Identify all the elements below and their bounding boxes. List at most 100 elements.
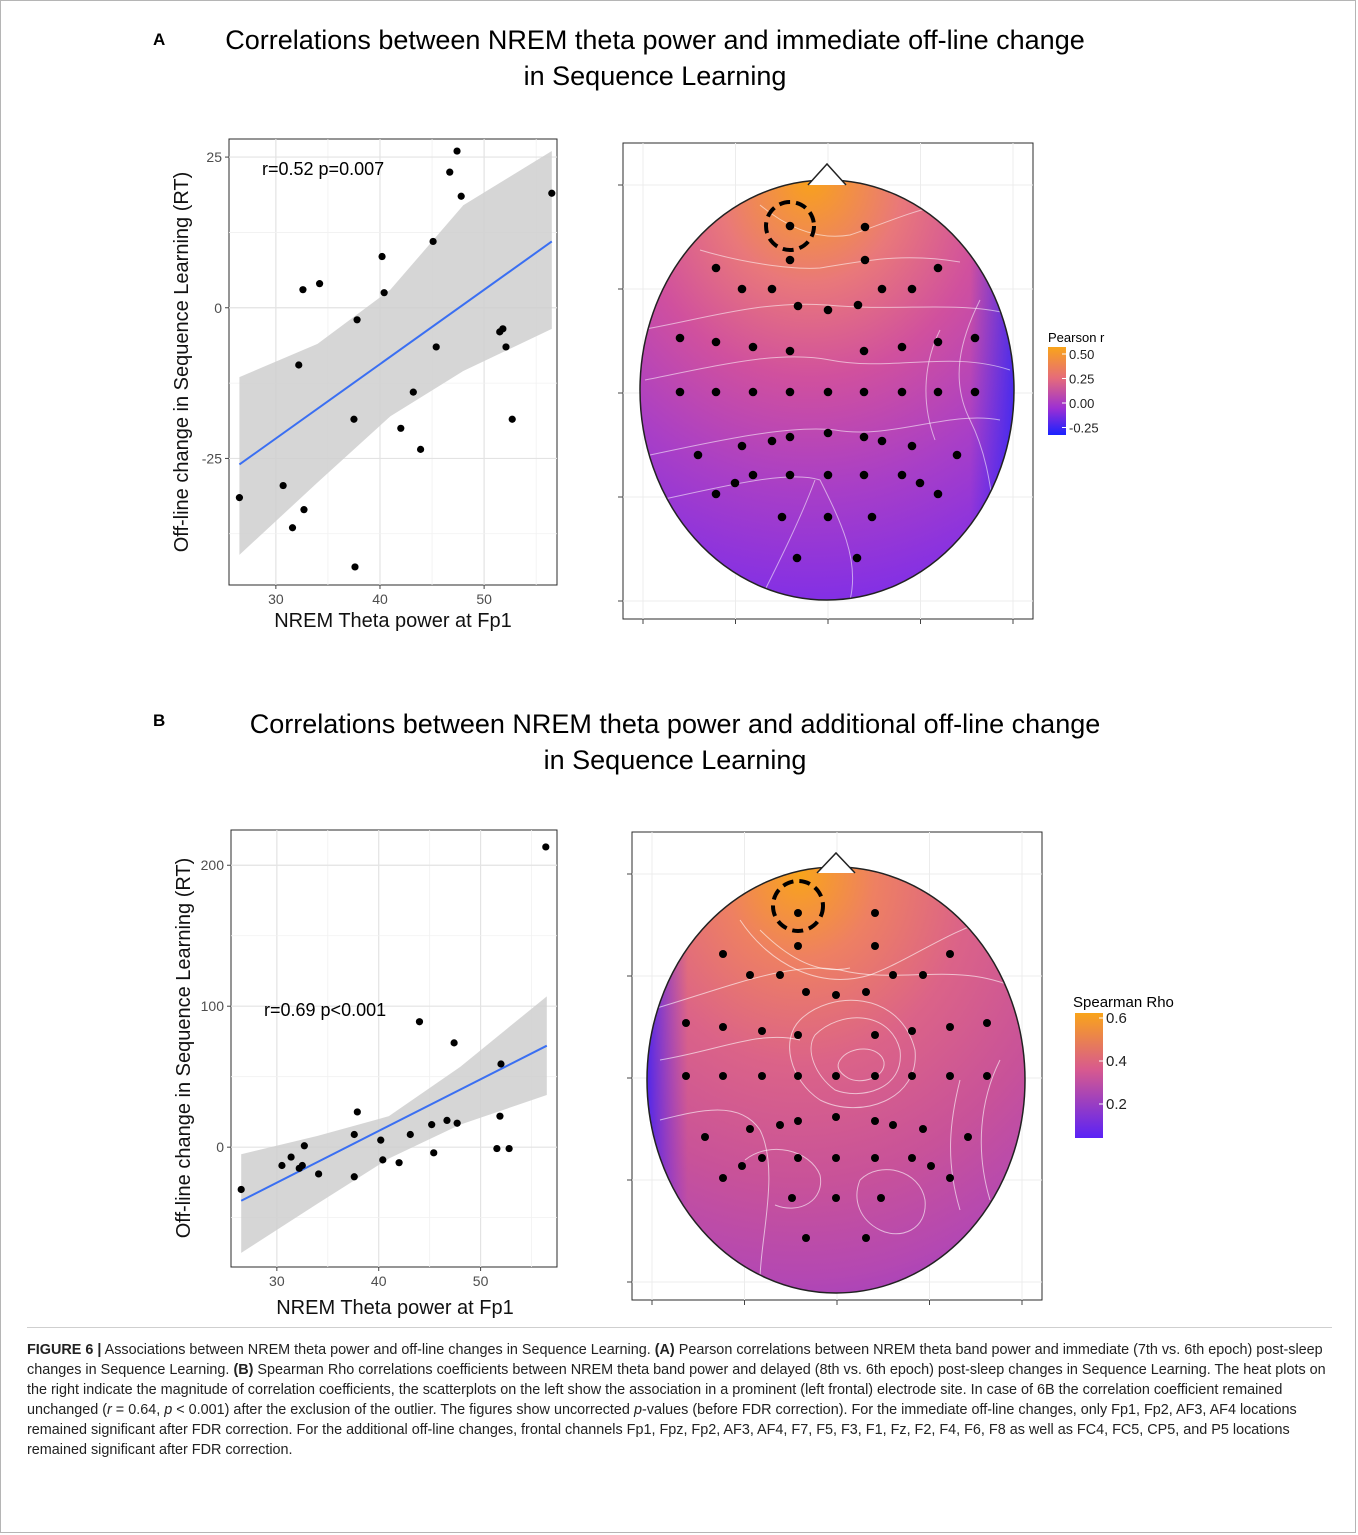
electrode-dot (682, 1072, 690, 1080)
data-point (397, 424, 405, 432)
data-point (497, 1060, 505, 1068)
electrode-dot (946, 1174, 954, 1182)
plot-a-fit-line (238, 240, 553, 466)
electrode-dot (823, 428, 833, 438)
contour-line (739, 919, 991, 980)
electrode-dot (983, 1019, 991, 1027)
data-point (493, 1144, 501, 1153)
electrode-dot (730, 478, 740, 488)
data-point (406, 1130, 414, 1139)
electrode-dot (794, 1072, 802, 1080)
data-point (299, 286, 307, 294)
plot-b-ticks: 30 40 50 0 100 200 (201, 857, 489, 1289)
contour-line (759, 479, 816, 600)
electrode-dot (823, 305, 833, 315)
data-point (432, 343, 440, 351)
contour-line (950, 1079, 961, 1211)
electrode-dot (675, 387, 685, 397)
data-point (395, 1159, 403, 1167)
data-point (379, 1156, 387, 1164)
contour-line (659, 1109, 770, 1281)
electrode-dot (785, 221, 795, 231)
data-point (443, 1116, 451, 1124)
x-tick-label: 50 (476, 591, 492, 607)
electrode-dot (832, 1154, 840, 1162)
caption-p-symbol-2: p (633, 1402, 642, 1418)
electrode-dot (746, 971, 754, 979)
electrode-dot (794, 1117, 802, 1125)
electrode-dot (852, 553, 862, 563)
electrode-dot (860, 222, 870, 232)
data-point (351, 563, 359, 571)
plot-b-stat-annotation: r=0.69 p<0.001 (264, 1000, 386, 1020)
electrode-dot (788, 1194, 796, 1202)
contour-line (856, 1169, 926, 1235)
data-point (499, 325, 507, 333)
caption-text-4: = 0.64, (111, 1402, 165, 1418)
contour-line (659, 476, 854, 600)
colorbar-b-ticks: 0.6 0.4 0.2 (1099, 1010, 1127, 1113)
electrode-dot (832, 1072, 840, 1080)
panel-b-title: Correlations between NREM theta power an… (20, 706, 1330, 778)
colorbar-b-title: Spearman Rho (1073, 994, 1174, 1011)
electrode-dot (919, 1125, 927, 1133)
plot-a-ylabel: Off-line change in Sequence Learning (RT… (171, 172, 193, 553)
electrode-dot (867, 512, 877, 522)
data-point (496, 1112, 504, 1120)
plot-a-stat-annotation: r=0.52 p=0.007 (262, 159, 384, 179)
electrode-dot (907, 284, 917, 294)
electrode-dot (853, 300, 863, 310)
electrode-dot (859, 387, 869, 397)
electrode-dot (897, 470, 907, 480)
data-point (235, 494, 244, 502)
topo-b-electrodes (682, 909, 991, 1242)
electrode-dot (748, 470, 758, 480)
caption-ref-a: (A) (654, 1342, 675, 1358)
electrode-dot (758, 1072, 766, 1080)
colorbar-a-title: Pearson r (1048, 330, 1105, 345)
plot-b-points (237, 843, 550, 1194)
contour-line (759, 204, 931, 237)
electrode-dot (946, 1023, 954, 1031)
electrode-dot (871, 1154, 879, 1162)
electrode-dot (794, 942, 802, 950)
electrode-dot (785, 255, 795, 265)
plot-a-xlabel: NREM Theta power at Fp1 (274, 610, 512, 632)
data-point (380, 289, 388, 297)
x-tick-label: 40 (371, 1273, 387, 1289)
regression-line (240, 1044, 548, 1202)
caption-figure-label: FIGURE 6 | (27, 1342, 102, 1358)
plot-b-ylabel: Off-line change in Sequence Learning (RT… (173, 858, 195, 1239)
data-point (542, 843, 550, 851)
data-point (287, 1153, 295, 1161)
y-tick-label: 100 (201, 998, 225, 1014)
electrode-dot (877, 1194, 885, 1202)
electrode-dot (767, 284, 777, 294)
electrode-dot (907, 441, 917, 451)
y-tick-label: 200 (201, 857, 225, 873)
colorbar-tick-label: 0.4 (1106, 1053, 1127, 1070)
electrode-dot (933, 263, 943, 273)
data-point (295, 361, 303, 369)
electrode-dot (785, 387, 795, 397)
electrode-dot (711, 387, 721, 397)
data-point (502, 343, 510, 351)
y-tick-label: -25 (202, 450, 222, 466)
caption-text-6: -values (before FDR correction). For the… (27, 1402, 1297, 1458)
electrode-dot (859, 432, 869, 442)
electrode-dot (871, 1072, 879, 1080)
colorbar-tick-label: 0.25 (1069, 372, 1094, 387)
caption-p-symbol: p (164, 1402, 173, 1418)
electrode-dot (758, 1154, 766, 1162)
electrode-dot (693, 450, 703, 460)
plot-a-points (235, 147, 556, 571)
data-point (450, 1039, 458, 1047)
x-tick-label: 40 (372, 591, 388, 607)
data-point (315, 1170, 323, 1178)
panel-b-letter: B (153, 711, 166, 730)
caption-r-symbol: r (107, 1402, 112, 1418)
electrode-dot (889, 971, 897, 979)
plot-b-confidence-band (241, 996, 547, 1253)
regression-line (238, 240, 553, 466)
